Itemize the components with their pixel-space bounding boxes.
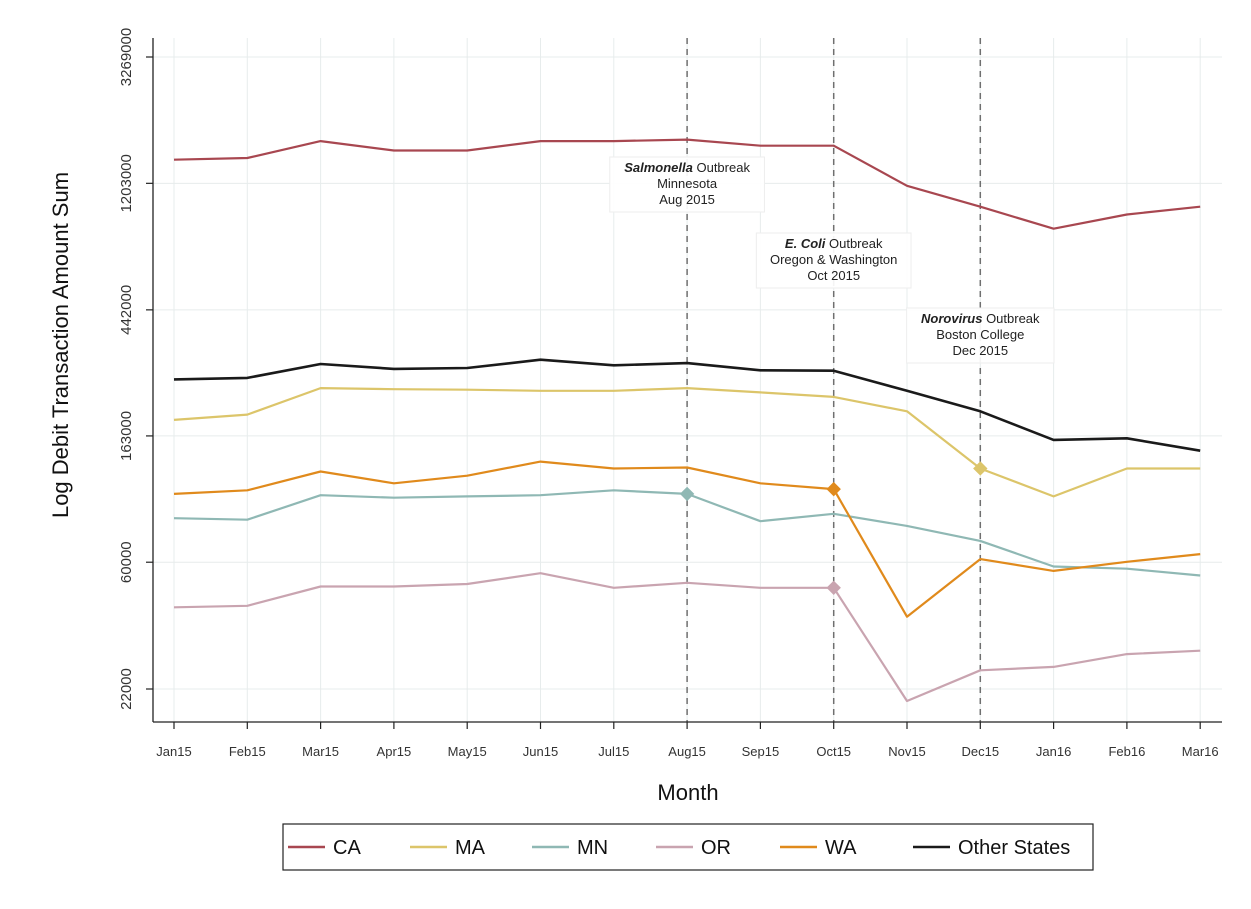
axes: 22000 60000 163000 442000 1203000 3269000 Jan1… (118, 28, 1222, 759)
y-tick-label: 3269000 (118, 28, 135, 86)
legend-item-other-states: Other States (913, 837, 1070, 859)
y-tick-label: 22000 (118, 668, 135, 710)
x-tick-label: May15 (448, 744, 487, 759)
annotation-pathogen: Norovirus (921, 311, 982, 326)
legend-item-ma: MA (410, 837, 486, 859)
x-tick-label: Mar16 (1182, 744, 1219, 759)
legend-label: MN (577, 837, 608, 859)
legend-item-wa: WA (780, 837, 857, 859)
annotation-location: Oregon & Washington (770, 252, 897, 267)
annotation-location: Minnesota (657, 176, 718, 191)
annotation-title: Norovirus Outbreak (921, 311, 1040, 326)
annotation-box (609, 156, 765, 213)
x-tick-label: Jul15 (598, 744, 629, 759)
highlight-point-mn (679, 486, 695, 502)
legend-label: Other States (958, 837, 1070, 859)
x-tick-label: Jun15 (523, 744, 558, 759)
legend-label: CA (333, 837, 361, 859)
legend-label: OR (701, 837, 731, 859)
annotation-title: E. Coli Outbreak (785, 236, 883, 251)
x-tick-label: Feb16 (1108, 744, 1145, 759)
x-tick-label: Apr15 (377, 744, 412, 759)
legend-label: WA (825, 837, 857, 859)
highlight-points (679, 461, 988, 596)
x-axis-title: Month (657, 780, 718, 805)
legend-item-mn: MN (532, 837, 608, 859)
series-line-or (173, 572, 1201, 703)
x-tick-label: Aug15 (668, 744, 706, 759)
y-tick-label: 163000 (118, 411, 135, 461)
x-tick-label: Oct15 (816, 744, 851, 759)
annotation-pathogen: Salmonella (624, 160, 693, 175)
annotation-date: Oct 2015 (807, 268, 860, 283)
x-tick-label: Feb15 (229, 744, 266, 759)
annotation-date: Aug 2015 (659, 192, 715, 207)
y-axis-title: Log Debit Transaction Amount Sum (48, 172, 73, 518)
annotation-outbreak-word: Outbreak (825, 236, 883, 251)
y-tick-label: 442000 (118, 285, 135, 335)
legend-item-ca: CA (288, 837, 361, 859)
x-tick-label: Sep15 (742, 744, 780, 759)
y-tick-label: 1203000 (118, 154, 135, 212)
annotation-box (906, 307, 1055, 364)
series-line-wa (173, 460, 1201, 618)
x-tick-label: Jan15 (156, 744, 191, 759)
y-tick-label: 60000 (118, 541, 135, 583)
annotation-outbreak-word: Outbreak (693, 160, 751, 175)
x-tick-label: Mar15 (302, 744, 339, 759)
series-lines (173, 138, 1201, 703)
annotation-title: Salmonella Outbreak (624, 160, 750, 175)
legend: CA MA MN OR WA Other States (282, 823, 1094, 871)
x-tick-label: Jan16 (1036, 744, 1071, 759)
legend-label: MA (455, 837, 486, 859)
annotation-box (755, 232, 912, 289)
annotation-location: Boston College (936, 327, 1024, 342)
highlight-point-ma (973, 461, 988, 476)
highlight-point-wa (826, 481, 841, 497)
x-tick-label: Nov15 (888, 744, 926, 759)
highlight-point-or (826, 580, 841, 596)
outbreak-lines (686, 38, 982, 722)
annotation-date: Dec 2015 (952, 343, 1008, 358)
annotation-outbreak-word: Outbreak (982, 311, 1040, 326)
series-line-other-states (173, 358, 1201, 452)
x-tick-label: Dec15 (962, 744, 1000, 759)
series-line-ca (173, 138, 1201, 230)
legend-item-or: OR (656, 837, 731, 859)
annotation-pathogen: E. Coli (785, 236, 826, 251)
series-line-ma (173, 387, 1201, 498)
